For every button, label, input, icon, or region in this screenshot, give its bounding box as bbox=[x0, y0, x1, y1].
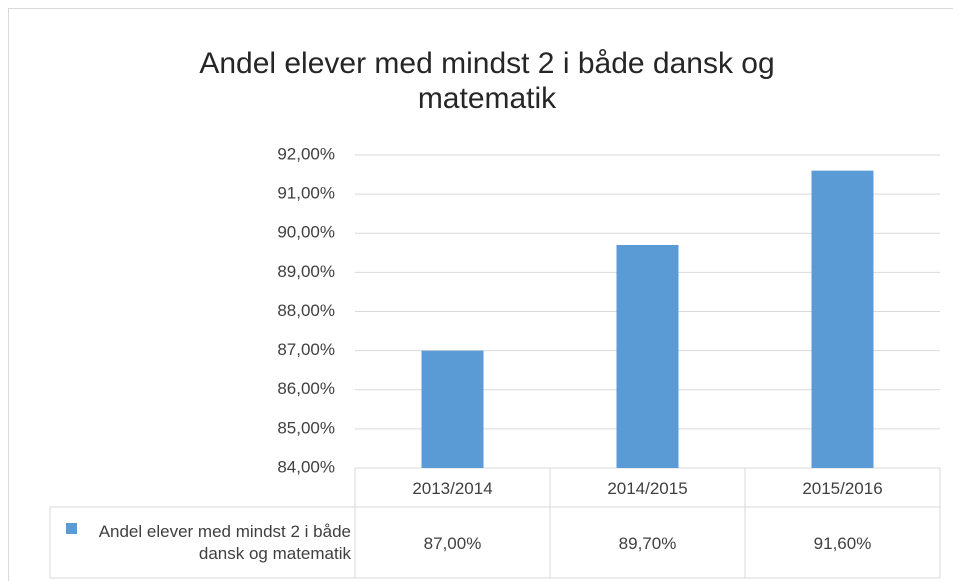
y-tick-label: 90,00% bbox=[277, 223, 335, 242]
y-tick-label: 85,00% bbox=[277, 418, 335, 437]
data-table-value: 89,70% bbox=[619, 534, 677, 553]
x-tick-label: 2015/2016 bbox=[802, 479, 882, 498]
y-tick-label: 87,00% bbox=[277, 340, 335, 359]
chart-border bbox=[8, 8, 953, 581]
x-tick-label: 2013/2014 bbox=[412, 479, 492, 498]
bar bbox=[811, 170, 874, 468]
y-tick-label: 86,00% bbox=[277, 379, 335, 398]
bar bbox=[616, 244, 679, 468]
legend-entry: Andel elever med mindst 2 i både dansk o… bbox=[56, 511, 351, 575]
data-table-value: 91,60% bbox=[814, 534, 872, 553]
y-tick-label: 84,00% bbox=[277, 457, 335, 476]
y-tick-label: 91,00% bbox=[277, 184, 335, 203]
legend-label: Andel elever med mindst 2 i både dansk o… bbox=[98, 522, 351, 563]
y-tick-label: 89,00% bbox=[277, 262, 335, 281]
x-tick-label: 2014/2015 bbox=[607, 479, 687, 498]
bar bbox=[421, 350, 484, 468]
legend-key bbox=[66, 523, 77, 534]
data-table-value: 87,00% bbox=[424, 534, 482, 553]
y-tick-label: 88,00% bbox=[277, 301, 335, 320]
chart-title: Andel elever med mindst 2 i både dansk o… bbox=[199, 47, 774, 115]
y-tick-label: 92,00% bbox=[277, 144, 335, 163]
